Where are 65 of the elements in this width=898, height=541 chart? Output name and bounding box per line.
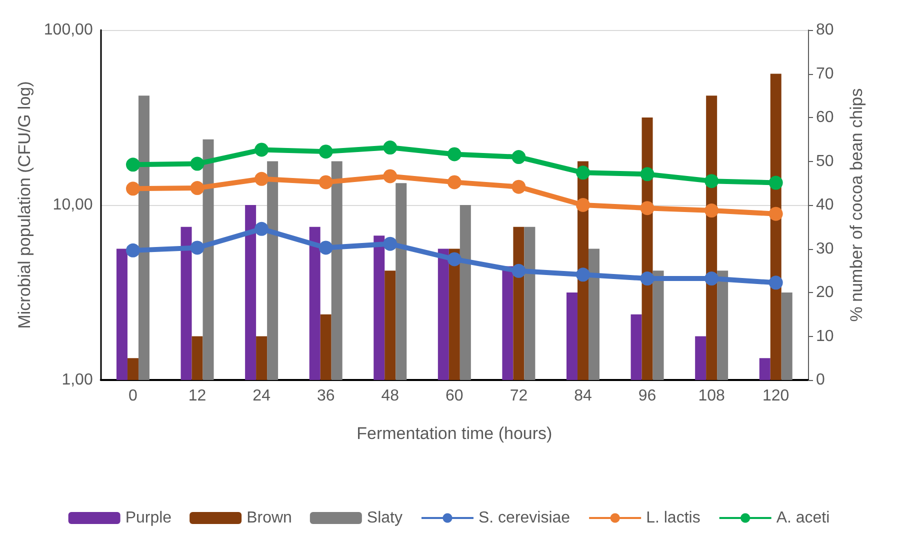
x-tick-label: 96 xyxy=(638,388,656,404)
point xyxy=(576,166,590,180)
point xyxy=(768,276,783,290)
point xyxy=(190,240,204,255)
y-tick-label: 1,00 xyxy=(62,372,93,388)
y2-tick-label: 40 xyxy=(816,196,834,214)
point xyxy=(447,252,462,266)
point xyxy=(447,147,462,162)
legend-label: Purple xyxy=(125,510,172,526)
point xyxy=(512,150,526,164)
point xyxy=(254,172,269,186)
point xyxy=(704,272,719,286)
x-tick-label: 108 xyxy=(698,388,726,404)
point xyxy=(126,158,140,172)
point xyxy=(126,243,140,258)
y2-tick-label: 70 xyxy=(816,65,834,82)
y2-tick-label: 80 xyxy=(816,22,834,38)
y2-tick-label: 20 xyxy=(816,284,834,301)
point xyxy=(512,180,526,194)
y2-tick-label: 0 xyxy=(816,372,825,388)
legend-label: L. lactis xyxy=(646,510,700,526)
legend-label: Slaty xyxy=(366,510,402,526)
x-tick-label: 12 xyxy=(188,388,206,404)
y2-tick-label: 50 xyxy=(816,152,834,170)
y-tick-label: 10,00 xyxy=(52,196,93,214)
point xyxy=(383,236,398,251)
point xyxy=(447,175,462,190)
y2-axis-title: % number of cocoa bean chips xyxy=(847,88,866,322)
point xyxy=(704,204,719,218)
x-tick-label: 36 xyxy=(316,388,335,404)
point xyxy=(640,201,654,216)
x-tick-label: 60 xyxy=(446,388,464,404)
point xyxy=(640,272,654,286)
point xyxy=(383,140,398,155)
x-tick-label: 84 xyxy=(574,388,592,404)
point xyxy=(576,268,590,282)
point xyxy=(512,264,526,278)
point xyxy=(768,206,783,221)
y2-tick-label: 60 xyxy=(816,109,834,126)
point xyxy=(190,156,204,171)
y2-tick-label: 10 xyxy=(816,328,834,345)
point xyxy=(576,198,590,212)
legend-label: A. aceti xyxy=(776,510,830,526)
point xyxy=(318,175,333,190)
point xyxy=(126,182,140,196)
x-axis-title: Fermentation time (hours) xyxy=(356,424,552,443)
point xyxy=(254,222,269,236)
x-tick-label: 72 xyxy=(510,388,528,404)
point xyxy=(190,181,204,196)
y-tick-label: 100,00 xyxy=(44,22,93,38)
x-tick-label: 0 xyxy=(128,388,138,404)
x-tick-label: 48 xyxy=(381,388,400,404)
point xyxy=(640,167,654,182)
x-tick-label: 24 xyxy=(252,388,271,404)
legend-label: Brown xyxy=(246,510,292,526)
x-tick-label: 120 xyxy=(762,388,790,404)
legend-label: S. cerevisiae xyxy=(478,510,570,526)
y2-tick-label: 30 xyxy=(816,240,834,258)
point xyxy=(254,142,269,157)
point xyxy=(318,240,333,255)
point xyxy=(318,144,333,159)
point xyxy=(383,169,398,184)
point xyxy=(768,176,783,190)
y-axis-title: Microbial population (CFU/G log) xyxy=(15,81,34,329)
point xyxy=(704,174,719,188)
